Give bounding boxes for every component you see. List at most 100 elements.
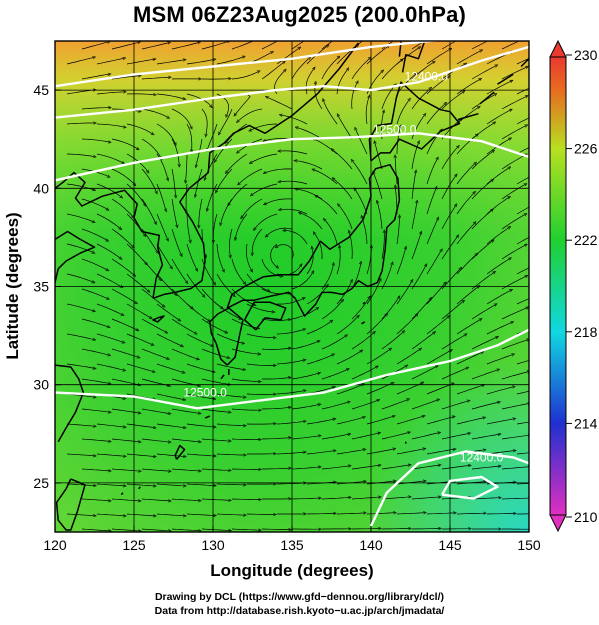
coastline — [55, 364, 85, 443]
streamline — [366, 383, 393, 395]
streamline — [297, 128, 323, 140]
streamline — [486, 419, 515, 425]
streamline — [261, 62, 284, 80]
streamline — [351, 367, 377, 380]
streamline — [231, 439, 260, 440]
streamline — [96, 123, 125, 127]
streamline — [516, 452, 529, 455]
streamline — [262, 378, 290, 380]
y-tick-label: 45 — [33, 82, 49, 98]
streamline — [186, 513, 215, 516]
coastline — [152, 315, 165, 323]
streamline — [171, 42, 199, 50]
streamline — [411, 171, 416, 200]
streamline — [261, 319, 290, 321]
streamline — [381, 231, 384, 260]
streamline — [471, 41, 489, 50]
streamline — [411, 465, 440, 470]
coastline — [138, 486, 141, 490]
streamline — [456, 418, 484, 425]
streamline — [336, 481, 365, 485]
streamline — [333, 179, 353, 200]
streamline — [201, 108, 207, 136]
streamline — [321, 57, 339, 80]
streamline — [252, 228, 263, 254]
streamline — [156, 363, 184, 373]
streamline — [202, 79, 230, 80]
streamline — [141, 408, 170, 414]
streamline — [66, 303, 94, 311]
streamline — [366, 46, 389, 65]
streamline — [336, 449, 365, 455]
streamline — [171, 198, 177, 227]
height-contour — [55, 132, 529, 182]
streamline — [426, 49, 451, 65]
streamline — [96, 58, 124, 65]
y-axis-label: Latitude (degrees) — [3, 212, 22, 359]
streamline — [201, 41, 229, 50]
streamline — [471, 466, 500, 470]
streamline — [426, 417, 454, 425]
y-tick-label: 25 — [33, 475, 49, 491]
streamline — [66, 483, 95, 486]
streamline — [426, 158, 438, 185]
streamline — [471, 272, 494, 290]
streamline — [246, 394, 275, 395]
streamline — [276, 329, 305, 335]
streamline — [396, 216, 400, 245]
streamline — [486, 387, 514, 395]
streamline — [201, 378, 230, 385]
streamline — [441, 205, 456, 230]
streamline — [516, 206, 529, 215]
streamline — [111, 42, 139, 50]
streamline — [336, 69, 348, 95]
streamline — [276, 360, 305, 365]
streamline — [501, 403, 529, 410]
streamline — [501, 372, 529, 380]
streamline — [171, 498, 200, 501]
streamline — [81, 288, 108, 299]
streamline — [366, 449, 395, 455]
streamline — [81, 498, 110, 501]
streamline — [516, 390, 529, 395]
streamline — [215, 138, 233, 161]
streamline — [96, 453, 125, 456]
streamline — [486, 322, 512, 335]
streamline — [471, 337, 497, 350]
streamline — [261, 41, 279, 50]
streamline — [516, 298, 529, 305]
streamline — [96, 213, 121, 229]
streamline — [201, 438, 230, 441]
height-contour — [369, 450, 529, 527]
streamline — [486, 451, 515, 455]
streamline — [441, 175, 456, 200]
y-tick-label: 30 — [33, 377, 49, 393]
coastline — [362, 301, 366, 305]
contour-labels: 12400.0 12500.0 12500.0 12400.0 — [183, 69, 503, 464]
streamline — [456, 385, 484, 395]
streamline — [141, 138, 161, 159]
streamline — [323, 100, 338, 125]
streamline — [280, 209, 308, 215]
streamline — [126, 303, 151, 318]
x-tick-label: 130 — [201, 537, 225, 553]
streamline — [141, 43, 169, 50]
streamline — [381, 263, 392, 290]
streamline — [171, 528, 200, 531]
streamline — [276, 391, 305, 395]
x-axis-label: Longitude (degrees) — [210, 561, 373, 580]
streamline — [186, 333, 212, 346]
streamline — [516, 483, 529, 485]
colorbar-ticks: 210 214 218 222 226 230 — [566, 47, 598, 525]
streamline — [501, 125, 527, 140]
streamline — [141, 318, 167, 333]
streamline — [306, 355, 333, 365]
streamline — [141, 108, 168, 118]
streamline — [426, 316, 449, 335]
x-axis-ticks: 120 125 130 135 140 145 150 — [43, 526, 541, 553]
streamline — [96, 333, 124, 343]
streamline — [313, 170, 338, 185]
streamline — [456, 192, 475, 215]
streamline — [81, 198, 108, 210]
streamline — [111, 288, 136, 303]
